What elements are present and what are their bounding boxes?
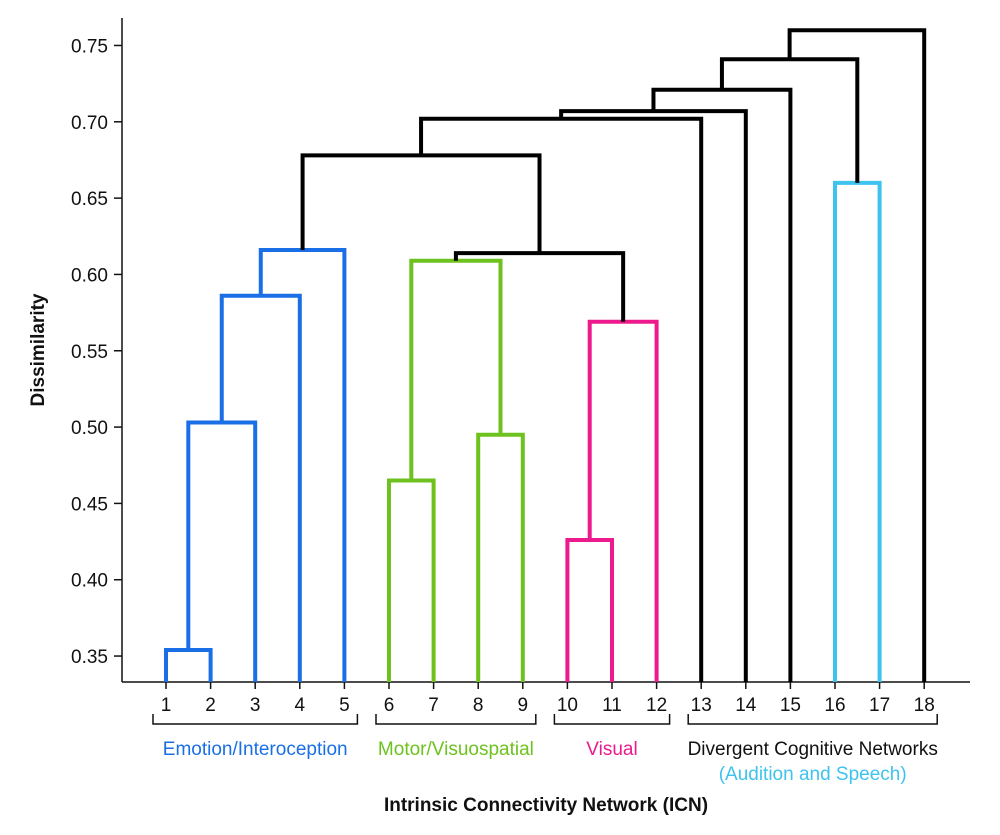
dendrogram-link-m10	[258, 248, 347, 682]
y-tick-label: 0.55	[71, 342, 108, 363]
group-brackets: Emotion/Interoception Motor/Visuospatial V…	[152, 714, 938, 785]
dendrogram-link-m6	[587, 319, 659, 682]
y-tick-label: 0.70	[71, 113, 108, 134]
group-label-4: Divergent Cognitive Networks	[688, 739, 938, 760]
group-sublabel-4: (Audition and Speech)	[719, 764, 907, 785]
x-tick-label: 1	[161, 695, 172, 716]
x-tick-label: 8	[473, 695, 484, 716]
group-bracket-1	[152, 714, 359, 725]
dendrogram-link-m12	[300, 153, 542, 254]
x-tick-label: 4	[295, 695, 306, 716]
x-tick-label: 6	[384, 695, 395, 716]
y-tick-label: 0.65	[71, 189, 108, 210]
axes	[121, 18, 970, 683]
y-tick-label: 0.40	[71, 571, 108, 592]
x-tick-label: 10	[557, 695, 578, 716]
tick-labels: 0.350.400.450.500.550.600.650.700.751 2 3 4…	[71, 36, 935, 716]
x-tick-label: 2	[205, 695, 216, 716]
x-axis-title: Intrinsic Connectivity Network (ICN)	[384, 795, 708, 816]
y-tick-label: 0.60	[71, 265, 108, 286]
x-tick-label: 14	[735, 695, 757, 716]
y-tick-label: 0.75	[71, 36, 108, 57]
x-tick-label: 17	[869, 695, 890, 716]
dendrogram-link-m5	[186, 420, 258, 682]
dendrogram-link-m17	[787, 28, 927, 682]
y-tick-label: 0.45	[71, 494, 108, 515]
dendrogram-link-m4	[476, 432, 525, 682]
x-tick-label: 12	[646, 695, 667, 716]
dendrogram-link-m13	[419, 116, 704, 682]
dendrogram-link-m15	[651, 87, 793, 682]
x-tick-label: 9	[518, 695, 529, 716]
y-tick-label: 0.35	[71, 647, 108, 668]
group-label-3: Visual	[586, 739, 637, 760]
y-axis-title: Dissimilarity	[28, 293, 49, 406]
x-tick-label: 5	[339, 695, 350, 716]
x-tick-label: 11	[602, 695, 622, 716]
x-tick-label: 7	[428, 695, 439, 716]
dendrogram-link-m1	[164, 647, 213, 682]
dendrogram-link-m9	[453, 251, 626, 322]
group-bracket-3	[553, 714, 671, 725]
dendrogram-link-m3	[387, 478, 436, 682]
dendrogram-links	[164, 28, 927, 682]
group-bracket-2	[375, 714, 537, 725]
dendrogram-link-m16	[719, 57, 860, 183]
group-label-2: Motor/Visuospatial	[378, 739, 534, 760]
x-tick-label: 3	[250, 695, 261, 716]
x-tick-label: 15	[780, 695, 801, 716]
y-tick-label: 0.50	[71, 418, 108, 439]
group-bracket-4	[687, 714, 938, 725]
dendrogram-link-m8	[409, 258, 503, 481]
x-tick-label: 18	[914, 695, 935, 716]
group-label-1: Emotion/Interoception	[163, 739, 348, 760]
dendrogram-link-m11	[833, 180, 882, 682]
dendrogram-link-m14	[559, 109, 748, 682]
dendrogram-link-m2	[565, 538, 614, 682]
dendrogram-link-m7	[219, 293, 302, 682]
x-tick-label: 13	[691, 695, 712, 716]
x-tick-label: 16	[824, 695, 845, 716]
